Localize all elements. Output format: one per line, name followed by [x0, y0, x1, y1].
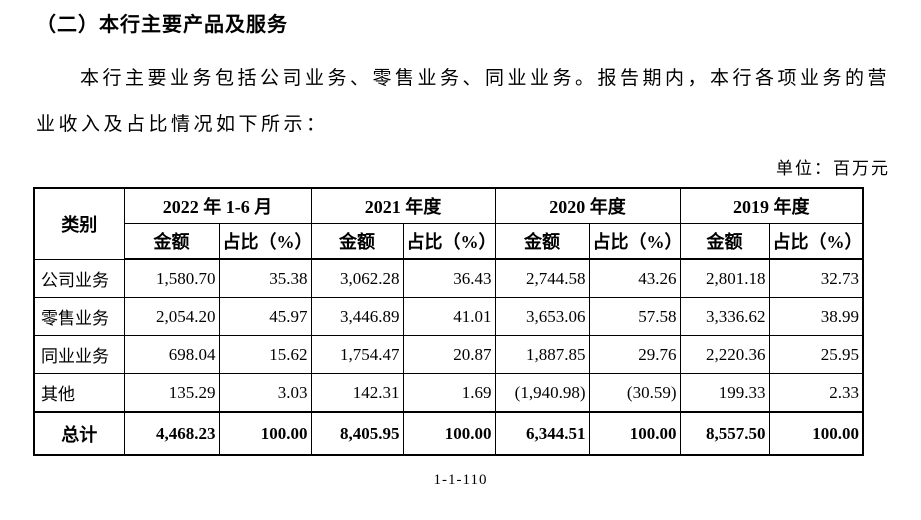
amount-cell: 6,344.51 — [494, 411, 590, 456]
amount-cell: 4,468.23 — [123, 411, 220, 456]
col-header-period-2019: 2019 年度 — [679, 187, 864, 224]
ratio-cell: (30.59) — [588, 373, 681, 413]
row-label-cell: 同业业务 — [33, 335, 125, 374]
ratio-cell: 2.33 — [768, 373, 864, 413]
amount-cell: 3,446.89 — [310, 297, 404, 336]
amount-cell: 2,801.18 — [679, 258, 770, 298]
amount-cell: 2,744.58 — [494, 258, 590, 298]
table-row-retail: 零售业务 2,054.20 45.97 3,446.89 41.01 3,653… — [33, 297, 864, 336]
amount-cell: (1,940.98) — [494, 373, 590, 413]
section-heading: （二）本行主要产品及服务 — [36, 12, 288, 36]
col-header-period-2022: 2022 年 1-6 月 — [123, 187, 312, 224]
col-header-amount-2020: 金额 — [494, 223, 590, 260]
amount-cell: 8,557.50 — [679, 411, 770, 456]
amount-cell: 1,754.47 — [310, 335, 404, 374]
amount-cell: 199.33 — [679, 373, 770, 413]
ratio-cell: 57.58 — [588, 297, 681, 336]
ratio-cell: 1.69 — [402, 373, 496, 413]
ratio-cell: 35.38 — [218, 258, 312, 298]
col-header-ratio-2022: 占比（%） — [218, 223, 312, 260]
ratio-cell: 100.00 — [768, 411, 864, 456]
col-header-ratio-2021: 占比（%） — [402, 223, 496, 260]
ratio-cell: 100.00 — [218, 411, 312, 456]
table-row-corporate: 公司业务 1,580.70 35.38 3,062.28 36.43 2,744… — [33, 258, 864, 298]
ratio-cell: 100.00 — [402, 411, 496, 456]
ratio-cell: 3.03 — [218, 373, 312, 413]
ratio-cell: 25.95 — [768, 335, 864, 374]
ratio-cell: 45.97 — [218, 297, 312, 336]
col-header-amount-2022: 金额 — [123, 223, 220, 260]
ratio-cell: 32.73 — [768, 258, 864, 298]
revenue-table: 类别 2022 年 1-6 月 2021 年度 2020 年度 2019 年度 … — [33, 187, 864, 456]
header-row-measures: 金额 占比（%） 金额 占比（%） 金额 占比（%） 金额 占比（%） — [34, 223, 864, 260]
amount-cell: 698.04 — [123, 335, 220, 374]
col-header-amount-2019: 金额 — [679, 223, 770, 260]
total-label-cell: 总计 — [33, 411, 125, 456]
col-header-category: 类别 — [33, 187, 125, 260]
amount-cell: 1,580.70 — [123, 258, 220, 298]
intro-paragraph: 本行主要业务包括公司业务、零售业务、同业业务。报告期内，本行各项业务的营业收入及… — [36, 68, 891, 135]
col-header-period-2021: 2021 年度 — [310, 187, 496, 224]
document-page: （二）本行主要产品及服务 本行主要业务包括公司业务、零售业务、同业业务。报告期内… — [0, 12, 921, 520]
ratio-cell: 15.62 — [218, 335, 312, 374]
table-row-total: 总计 4,468.23 100.00 8,405.95 100.00 6,344… — [33, 411, 864, 456]
row-label-cell: 其他 — [33, 373, 125, 413]
amount-cell: 135.29 — [123, 373, 220, 413]
amount-cell: 2,054.20 — [123, 297, 220, 336]
page-number: 1-1-110 — [433, 472, 488, 488]
col-header-amount-2021: 金额 — [310, 223, 404, 260]
ratio-cell: 41.01 — [402, 297, 496, 336]
ratio-cell: 36.43 — [402, 258, 496, 298]
amount-cell: 142.31 — [310, 373, 404, 413]
row-label-cell: 公司业务 — [33, 258, 125, 298]
amount-cell: 1,887.85 — [494, 335, 590, 374]
ratio-cell: 29.76 — [588, 335, 681, 374]
table-row-other: 其他 135.29 3.03 142.31 1.69 (1,940.98) (3… — [33, 373, 864, 413]
amount-cell: 3,336.62 — [679, 297, 770, 336]
col-header-ratio-2020: 占比（%） — [588, 223, 681, 260]
ratio-cell: 20.87 — [402, 335, 496, 374]
ratio-cell: 43.26 — [588, 258, 681, 298]
ratio-cell: 100.00 — [588, 411, 681, 456]
col-header-period-2020: 2020 年度 — [494, 187, 681, 224]
row-label-cell: 零售业务 — [33, 297, 125, 336]
table-row-interbank: 同业业务 698.04 15.62 1,754.47 20.87 1,887.8… — [33, 335, 864, 374]
header-row-periods: 类别 2022 年 1-6 月 2021 年度 2020 年度 2019 年度 — [33, 187, 864, 260]
amount-cell: 3,062.28 — [310, 258, 404, 298]
amount-cell: 3,653.06 — [494, 297, 590, 336]
amount-cell: 2,220.36 — [679, 335, 770, 374]
unit-label: 单位：百万元 — [776, 159, 890, 178]
col-header-ratio-2019: 占比（%） — [768, 223, 864, 260]
amount-cell: 8,405.95 — [310, 411, 404, 456]
ratio-cell: 38.99 — [768, 297, 864, 336]
